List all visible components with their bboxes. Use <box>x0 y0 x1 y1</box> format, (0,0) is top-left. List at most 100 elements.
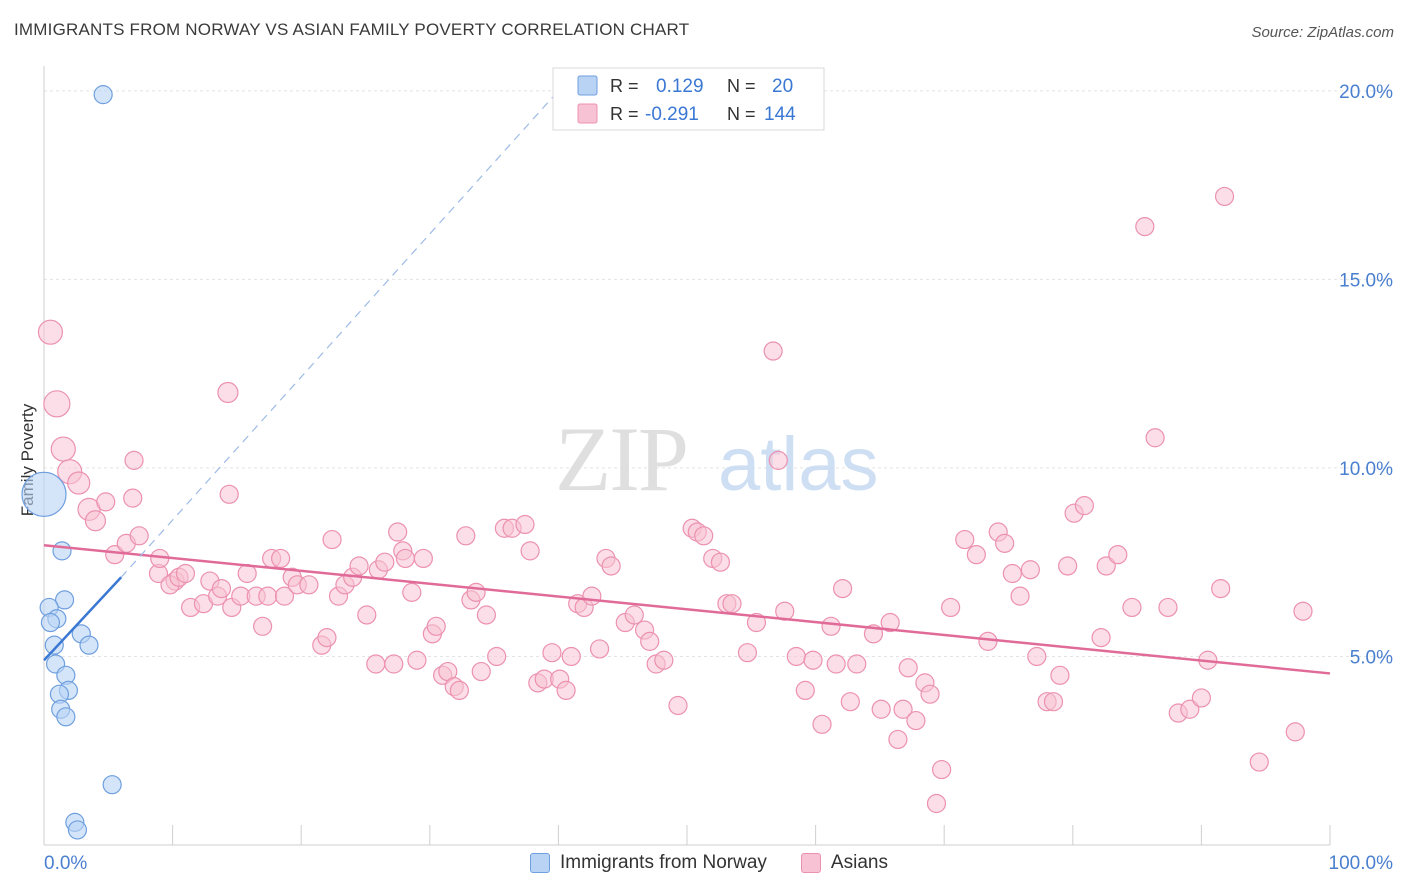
legend-item-norway: Immigrants from Norway <box>530 852 767 874</box>
asians-point <box>123 488 143 508</box>
asians-point <box>668 695 688 716</box>
asians-point <box>375 552 395 572</box>
asians-point <box>476 605 496 625</box>
asians-point <box>1108 545 1128 565</box>
norway-points <box>21 85 122 840</box>
asians-point <box>995 533 1015 553</box>
norway-trend-extension <box>120 90 559 578</box>
x-tick-label-min: 0.0% <box>44 853 87 874</box>
asians-point <box>258 586 278 606</box>
stats-legend-blue-swatch <box>577 75 598 96</box>
asians-point <box>589 639 610 659</box>
stats-n-label-2: N = <box>727 104 756 124</box>
asians-point <box>786 646 806 667</box>
asians-point <box>1010 586 1030 606</box>
norway-point <box>21 471 67 517</box>
stats-n-value-2: 144 <box>764 104 796 125</box>
asians-point <box>710 552 731 572</box>
asians-point <box>37 319 64 345</box>
asians-point <box>1058 556 1078 576</box>
asians-point <box>880 612 900 633</box>
norway-point <box>93 85 113 105</box>
asians-point <box>821 616 841 636</box>
asians-point <box>271 548 291 569</box>
asians-point <box>211 578 232 599</box>
asians-point <box>349 556 369 576</box>
asians-point <box>395 548 415 569</box>
watermark-zip: ZIP <box>555 408 687 510</box>
asians-point <box>978 631 998 651</box>
norway-point <box>54 590 75 610</box>
y-tick-labels: 5.0% 10.0% 15.0% 20.0% <box>1339 82 1393 669</box>
asians-point <box>871 699 891 719</box>
asians-point <box>1050 665 1070 685</box>
asians-point <box>413 548 433 569</box>
chart-title: IMMIGRANTS FROM NORWAY VS ASIAN FAMILY P… <box>14 20 690 39</box>
stats-r-value-2: -0.291 <box>645 104 699 125</box>
asians-point <box>96 492 116 512</box>
asians-point <box>920 684 940 704</box>
asians-point <box>826 654 846 674</box>
stats-n-value-1: 20 <box>772 76 793 97</box>
asians-point <box>840 692 860 712</box>
asians-point <box>1293 601 1313 621</box>
asians-point <box>795 680 815 701</box>
asians-point <box>955 529 975 550</box>
norway-point <box>67 820 88 840</box>
asians-point <box>43 390 71 418</box>
asians-point <box>1191 688 1212 708</box>
stats-legend-pink-swatch <box>577 103 598 124</box>
asians-point <box>833 578 853 599</box>
asians-point <box>932 759 952 780</box>
asians-trend-line <box>43 543 1331 675</box>
y-tick-label: 15.0% <box>1339 270 1393 291</box>
asians-point <box>763 341 783 361</box>
asians-point <box>561 646 581 667</box>
asians-point <box>471 661 491 682</box>
asians-point <box>449 680 469 701</box>
asians-point <box>1002 563 1022 584</box>
asians-point <box>426 616 446 636</box>
trend-lines <box>43 90 1331 675</box>
asians-point <box>456 526 476 546</box>
stats-legend: R = 0.129 N = 20 R = -0.291 N = 144 <box>552 67 825 131</box>
watermark: ZIP atlas <box>555 408 879 510</box>
asians-point <box>1285 722 1305 742</box>
asians-point <box>384 654 404 674</box>
asians-point <box>317 628 337 648</box>
stats-r-label-2: R = <box>610 104 639 124</box>
asians-point <box>1214 186 1235 207</box>
y-tick-label: 5.0% <box>1350 647 1393 668</box>
asians-point <box>84 510 107 532</box>
norway-point <box>102 775 122 795</box>
asians-point <box>542 643 562 663</box>
x-tick-label-max: 100.0% <box>1329 853 1394 874</box>
asians-point <box>274 586 295 606</box>
asians-point <box>812 714 832 734</box>
asians-point <box>67 471 91 495</box>
source-label: Source: ZipAtlas.com <box>1251 24 1394 41</box>
asians-point <box>1122 597 1142 618</box>
asians-point <box>1091 628 1111 648</box>
asians-point <box>253 616 273 636</box>
asians-point <box>941 597 961 618</box>
asians-point <box>966 545 986 565</box>
stats-r-value-1: 0.129 <box>656 76 704 97</box>
asians-point <box>299 575 319 595</box>
asians-point <box>50 436 76 462</box>
asians-point <box>1145 428 1165 448</box>
asians-point <box>515 514 535 535</box>
norway-trend-line <box>43 576 123 662</box>
asians-point <box>466 582 486 602</box>
asians-point <box>219 484 239 504</box>
y-tick-label: 10.0% <box>1339 459 1393 480</box>
asians-point <box>893 699 913 719</box>
legend-swatch-norway <box>530 853 550 873</box>
asians-point <box>888 729 908 750</box>
asians-point <box>722 594 742 614</box>
asians-point <box>694 526 714 546</box>
norway-point <box>40 612 61 633</box>
asians-point <box>1043 692 1064 712</box>
norway-point <box>56 707 76 727</box>
legend-label-asians: Asians <box>830 852 888 873</box>
